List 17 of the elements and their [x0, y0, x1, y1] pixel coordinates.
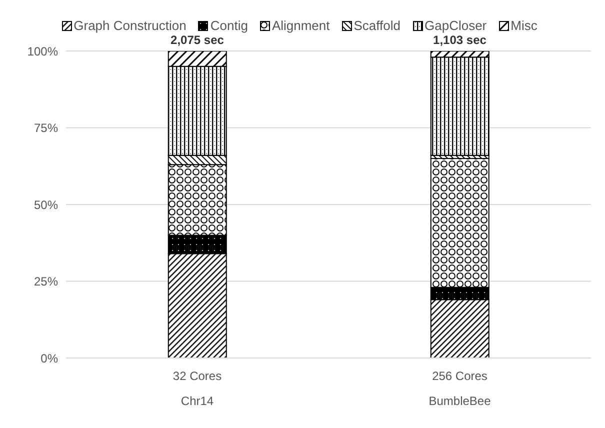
y-tick-label: 75% [34, 121, 58, 136]
annotation: 1,103 sec [433, 33, 487, 47]
x-tick-label: 256 Cores [432, 369, 488, 383]
text: BumbleBee [428, 394, 492, 408]
legend-label: Contig [209, 18, 248, 33]
y-tick-label: 100% [27, 44, 58, 58]
legend-label: GapCloser [424, 18, 487, 33]
y-tick-label: 25% [34, 274, 58, 289]
legend-label: Alignment [270, 18, 330, 33]
text: Chr14 [180, 394, 214, 408]
y-tick-label: 0% [40, 351, 58, 366]
legend-label: Misc [510, 18, 538, 33]
legend-label: Scaffold [352, 18, 400, 33]
annotation: 2,075 sec [170, 33, 224, 47]
legend-label: Graph Construction [72, 18, 186, 33]
x-tick-label: 32 Cores [172, 369, 222, 383]
y-tick-label: 50% [34, 198, 58, 212]
